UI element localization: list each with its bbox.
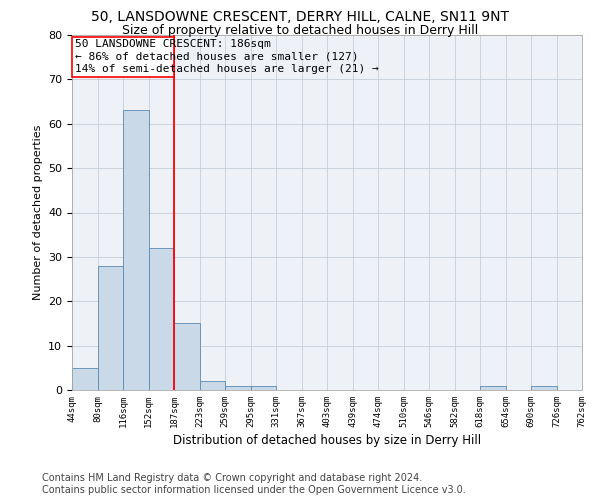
Bar [72, 368, 97, 390]
Bar [97, 266, 123, 390]
Bar [480, 386, 505, 390]
Text: 50, LANSDOWNE CRESCENT, DERRY HILL, CALNE, SN11 9NT: 50, LANSDOWNE CRESCENT, DERRY HILL, CALN… [91, 10, 509, 24]
Bar [72, 37, 174, 77]
Text: Contains HM Land Registry data © Crown copyright and database right 2024.
Contai: Contains HM Land Registry data © Crown c… [42, 474, 466, 495]
Bar [123, 110, 149, 390]
Bar [225, 386, 251, 390]
Bar [531, 386, 557, 390]
X-axis label: Distribution of detached houses by size in Derry Hill: Distribution of detached houses by size … [173, 434, 481, 447]
Bar [251, 386, 276, 390]
Bar [149, 248, 174, 390]
Text: Size of property relative to detached houses in Derry Hill: Size of property relative to detached ho… [122, 24, 478, 37]
Bar [174, 324, 199, 390]
Bar [199, 381, 225, 390]
Text: 50 LANSDOWNE CRESCENT: 186sqm: 50 LANSDOWNE CRESCENT: 186sqm [75, 40, 271, 50]
Y-axis label: Number of detached properties: Number of detached properties [32, 125, 43, 300]
Text: 14% of semi-detached houses are larger (21) →: 14% of semi-detached houses are larger (… [75, 64, 379, 74]
Text: ← 86% of detached houses are smaller (127): ← 86% of detached houses are smaller (12… [75, 52, 359, 62]
